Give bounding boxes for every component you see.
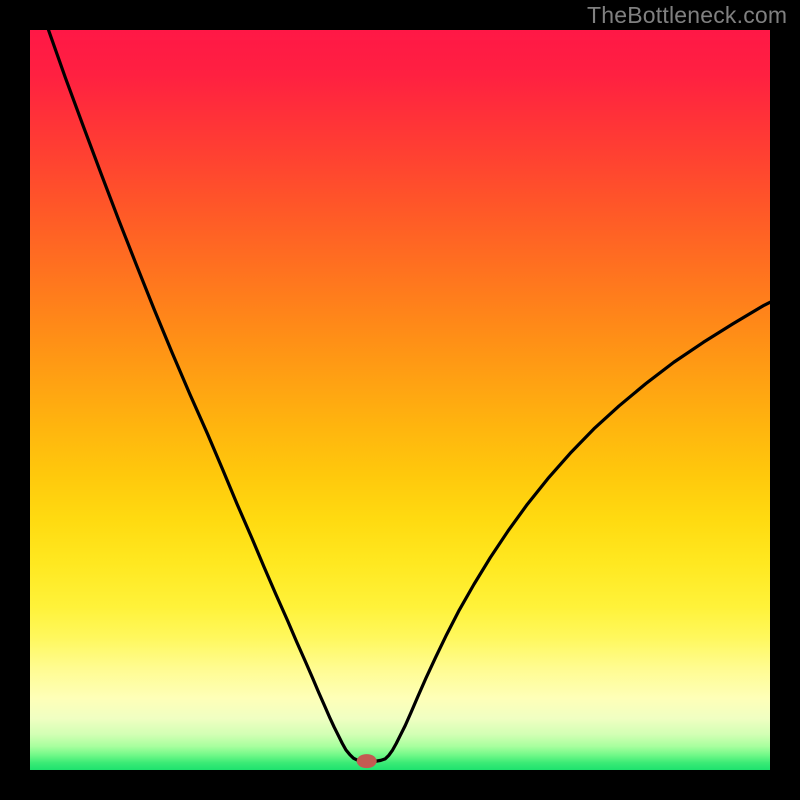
bottleneck-marker	[357, 754, 377, 768]
chart-svg	[30, 30, 770, 770]
gradient-background	[30, 30, 770, 770]
watermark-text: TheBottleneck.com	[587, 2, 787, 29]
plot-area	[30, 30, 770, 770]
